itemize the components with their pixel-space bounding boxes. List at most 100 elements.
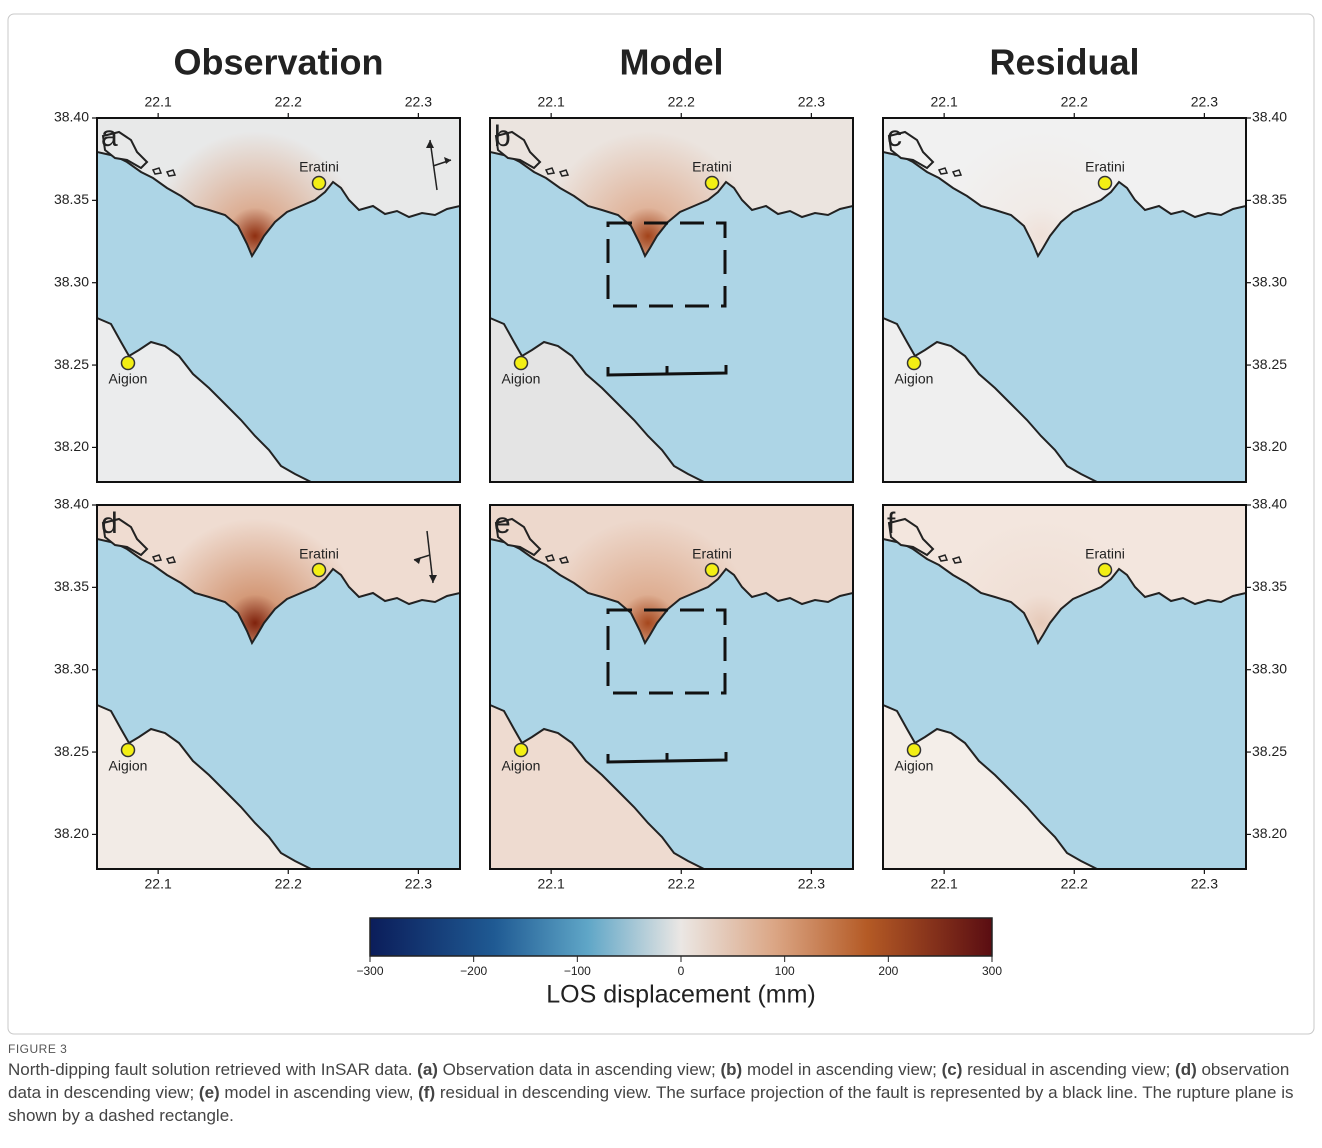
place-label: Aigion [502, 758, 541, 774]
colorbar-tick-label: 200 [878, 964, 898, 978]
arrow-head [429, 575, 437, 583]
map-panel: b Eratini Aigion 22.1 22.2 22.3 [489, 94, 854, 483]
y-tick-label: 38.30 [1252, 660, 1287, 676]
islet [558, 556, 570, 564]
x-tick-label: 22.1 [931, 94, 958, 110]
fault-trace [606, 752, 728, 764]
x-tick-label: 22.2 [668, 94, 695, 110]
colorbar-tick-label: 0 [678, 964, 685, 978]
y-tick-label: 38.25 [1252, 743, 1287, 759]
arrow-head [414, 557, 421, 564]
panel-letter: b [494, 120, 511, 153]
panel-letter: c [887, 120, 902, 153]
caption-text: North-dipping fault solution retrieved w… [8, 1060, 418, 1079]
y-tick-label: 38.25 [1252, 356, 1287, 372]
column-title: Observation [173, 42, 383, 83]
place-label: Aigion [895, 371, 934, 387]
map-panel: d Eratini Aigion 22.1 22.2 22.3 38.40 38.35 38.3… [54, 496, 461, 892]
map-frame [489, 117, 854, 483]
x-tick-label: 22.2 [275, 876, 302, 892]
islet [951, 556, 963, 564]
place-marker [1097, 562, 1113, 578]
island [101, 517, 149, 557]
map-frame [96, 504, 461, 870]
x-tick-label: 22.2 [1061, 876, 1088, 892]
y-tick-label: 38.20 [1252, 825, 1287, 841]
islet [558, 169, 570, 177]
column-title: Residual [989, 42, 1139, 83]
colorbar-tick-label: 300 [982, 964, 1002, 978]
caption: North-dipping fault solution retrieved w… [8, 1058, 1308, 1127]
y-tick-label: 38.25 [54, 743, 89, 759]
y-tick-label: 38.20 [54, 438, 89, 454]
caption-text: model in ascending view; [742, 1060, 942, 1079]
place-marker [906, 742, 922, 758]
place-label: Aigion [109, 371, 148, 387]
island [101, 130, 149, 170]
caption-text: (d) [1175, 1060, 1197, 1079]
place-marker [120, 742, 136, 758]
rupture-plane [606, 608, 727, 695]
islet [544, 554, 556, 562]
caption-text: observation data in descending view; [8, 1060, 1290, 1102]
x-tick-label: 22.1 [538, 876, 565, 892]
y-tick-label: 38.20 [54, 825, 89, 841]
map-panel: a Eratini Aigion 22.1 22.2 22.3 38.40 38.35 38.3… [54, 94, 461, 483]
y-tick-label: 38.30 [54, 273, 89, 289]
place-label: Aigion [502, 371, 541, 387]
map-frame [489, 504, 854, 870]
place-label: Eratini [299, 546, 339, 562]
x-tick-label: 22.2 [668, 876, 695, 892]
place-marker [1097, 175, 1113, 191]
islet [165, 556, 177, 564]
x-tick-label: 22.1 [931, 876, 958, 892]
islet [151, 167, 163, 175]
map-frame [882, 117, 1247, 483]
colorbar-tick-label: −100 [564, 964, 591, 978]
caption-text: (a) [417, 1060, 438, 1079]
colorbar [369, 917, 993, 957]
x-tick-label: 22.3 [798, 876, 825, 892]
islet [151, 554, 163, 562]
y-tick-label: 38.30 [54, 660, 89, 676]
look-arrow [429, 139, 438, 191]
land [882, 117, 1247, 259]
island [887, 517, 935, 557]
colorbar-tick-label: −200 [460, 964, 487, 978]
land [489, 504, 854, 646]
panel-letter: a [101, 120, 118, 153]
island [494, 517, 542, 557]
x-tick-label: 22.2 [1061, 94, 1088, 110]
x-tick-label: 22.3 [798, 94, 825, 110]
y-tick-label: 38.20 [1252, 438, 1287, 454]
x-tick-label: 22.1 [538, 94, 565, 110]
colorbar-tick-label: −300 [356, 964, 383, 978]
place-label: Aigion [109, 758, 148, 774]
y-tick-label: 38.35 [1252, 191, 1287, 207]
place-marker [704, 562, 720, 578]
land [96, 504, 461, 646]
x-tick-label: 22.1 [145, 94, 172, 110]
place-label: Eratini [299, 159, 339, 175]
map-panel: e Eratini Aigion 22.1 22.2 22.3 [489, 504, 854, 892]
place-marker [513, 355, 529, 371]
islet [951, 169, 963, 177]
x-tick-label: 22.3 [1191, 876, 1218, 892]
x-tick-label: 22.3 [405, 876, 432, 892]
panel-letter: e [494, 507, 511, 540]
place-marker [704, 175, 720, 191]
map-frame [882, 504, 1247, 870]
land [882, 504, 1247, 646]
figure: LOS displacement (mm) Observation Model Re… [7, 13, 1315, 1035]
y-tick-label: 38.35 [54, 191, 89, 207]
caption-text: (c) [941, 1060, 963, 1079]
caption-text: Observation data in ascending view; [437, 1060, 721, 1079]
island [887, 130, 935, 170]
rupture-plane [606, 221, 727, 308]
y-tick-label: 38.40 [54, 496, 89, 512]
place-label: Eratini [692, 159, 732, 175]
islet [165, 169, 177, 177]
place-marker [120, 355, 136, 371]
land [96, 117, 461, 259]
